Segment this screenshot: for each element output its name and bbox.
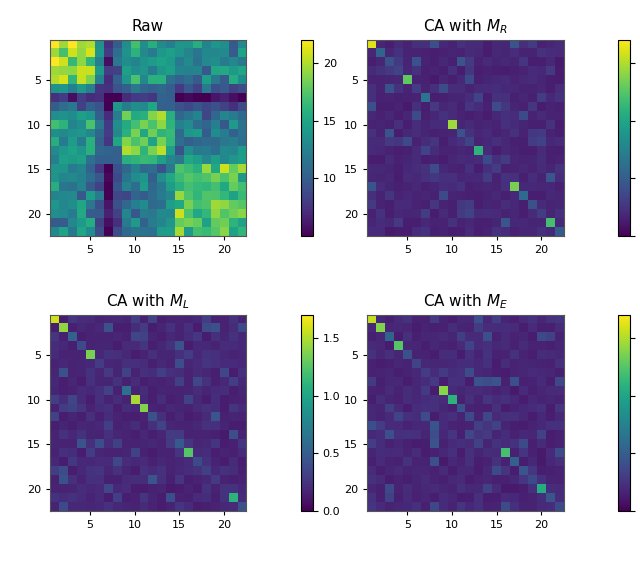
Title: Raw: Raw: [132, 19, 164, 35]
Title: CA with $M_L$: CA with $M_L$: [106, 293, 190, 311]
Title: CA with $M_E$: CA with $M_E$: [423, 293, 508, 311]
Title: CA with $M_R$: CA with $M_R$: [423, 18, 508, 36]
